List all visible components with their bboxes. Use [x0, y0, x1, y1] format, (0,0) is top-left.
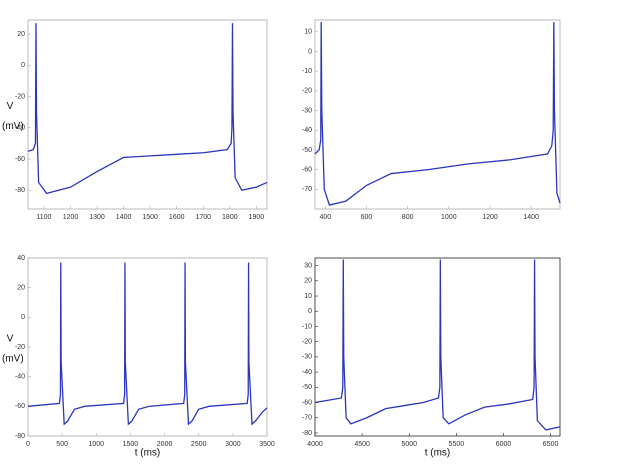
y-tick-label: -40 [15, 374, 25, 381]
x-tick-label: 1100 [36, 214, 51, 221]
y-tick-label: 20 [17, 285, 25, 292]
x-tick-label: 4000 [307, 441, 323, 448]
x-tick-label: 2500 [191, 441, 207, 448]
x-tick-label: 1200 [63, 214, 79, 221]
y-tick-label: -10 [302, 323, 312, 330]
x-tick-label: 1800 [222, 214, 238, 221]
y-tick-label: 0 [21, 62, 25, 69]
x-tick-label: 5500 [449, 441, 465, 448]
y-tick-label: 0 [21, 314, 25, 321]
y-tick-label: -20 [302, 88, 312, 95]
x-tick-label: 600 [361, 214, 373, 221]
x-tick-label: 5000 [401, 441, 417, 448]
trace [314, 259, 561, 431]
x-tick-label: 1400 [116, 214, 132, 221]
y-tick-label: 0 [308, 48, 312, 55]
x-tick-label: 500 [56, 441, 68, 448]
y-tick-label: 40 [17, 255, 25, 262]
x-tick-label: 1500 [142, 214, 158, 221]
axes-frame [314, 257, 561, 437]
y-axis-label: V [7, 101, 14, 112]
x-tick-label: 0 [26, 441, 30, 448]
y-tick-label: -60 [302, 399, 312, 406]
y-tick-label: -10 [302, 68, 312, 75]
x-tick-label: 3000 [225, 441, 241, 448]
x-tick-label: 6500 [543, 441, 559, 448]
x-tick-label: 400 [319, 214, 331, 221]
x-tick-label: 1500 [123, 441, 139, 448]
y-tick-label: 10 [304, 293, 312, 300]
x-tick-label: 1600 [169, 214, 185, 221]
y-tick-label: 20 [304, 278, 312, 285]
trace [314, 21, 561, 206]
axes-frame [314, 19, 561, 210]
y-tick-label: -80 [15, 433, 25, 440]
y-tick-label: -40 [15, 125, 25, 132]
x-tick-label: 4500 [354, 441, 370, 448]
y-tick-label: -50 [302, 384, 312, 391]
y-tick-label: -70 [302, 415, 312, 422]
x-tick-label: 1300 [89, 214, 105, 221]
y-axis-label: V [7, 334, 14, 345]
y-tick-label: -80 [302, 430, 312, 437]
x-tick-label: 1900 [249, 214, 265, 221]
trace [27, 23, 268, 195]
y-tick-label: -30 [302, 107, 312, 114]
y-tick-label: -40 [302, 127, 312, 134]
y-tick-label: -80 [15, 187, 25, 194]
y-tick-label: -60 [15, 156, 25, 163]
y-tick-label: 20 [17, 31, 25, 38]
y-tick-label: -50 [302, 147, 312, 154]
y-tick-label: -70 [302, 186, 312, 193]
y-tick-label: 10 [304, 29, 312, 36]
y-tick-label: 30 [304, 262, 312, 269]
y-tick-label: -20 [15, 344, 25, 351]
y-tick-label: -20 [15, 93, 25, 100]
y-tick-label: -60 [15, 403, 25, 410]
x-tick-label: 1200 [482, 214, 498, 221]
y-tick-label: -40 [302, 369, 312, 376]
x-tick-label: 6000 [496, 441, 512, 448]
y-axis-label: (mV) [2, 354, 24, 365]
x-axis-label: t (ms) [425, 448, 451, 459]
x-tick-label: 1000 [441, 214, 457, 221]
x-tick-label: 1000 [88, 441, 104, 448]
y-tick-label: -30 [302, 354, 312, 361]
x-tick-label: 800 [402, 214, 414, 221]
x-tick-label: 3500 [259, 441, 275, 448]
x-tick-label: 1400 [523, 214, 539, 221]
axes-frame [27, 19, 268, 210]
x-tick-label: 1700 [195, 214, 211, 221]
x-axis-label: t (ms) [135, 448, 161, 459]
y-tick-label: 0 [308, 308, 312, 315]
y-axis-label: (mV) [2, 121, 24, 132]
x-tick-label: 2000 [157, 441, 173, 448]
trace [27, 262, 268, 426]
y-tick-label: -20 [302, 339, 312, 346]
y-tick-label: -60 [302, 166, 312, 173]
